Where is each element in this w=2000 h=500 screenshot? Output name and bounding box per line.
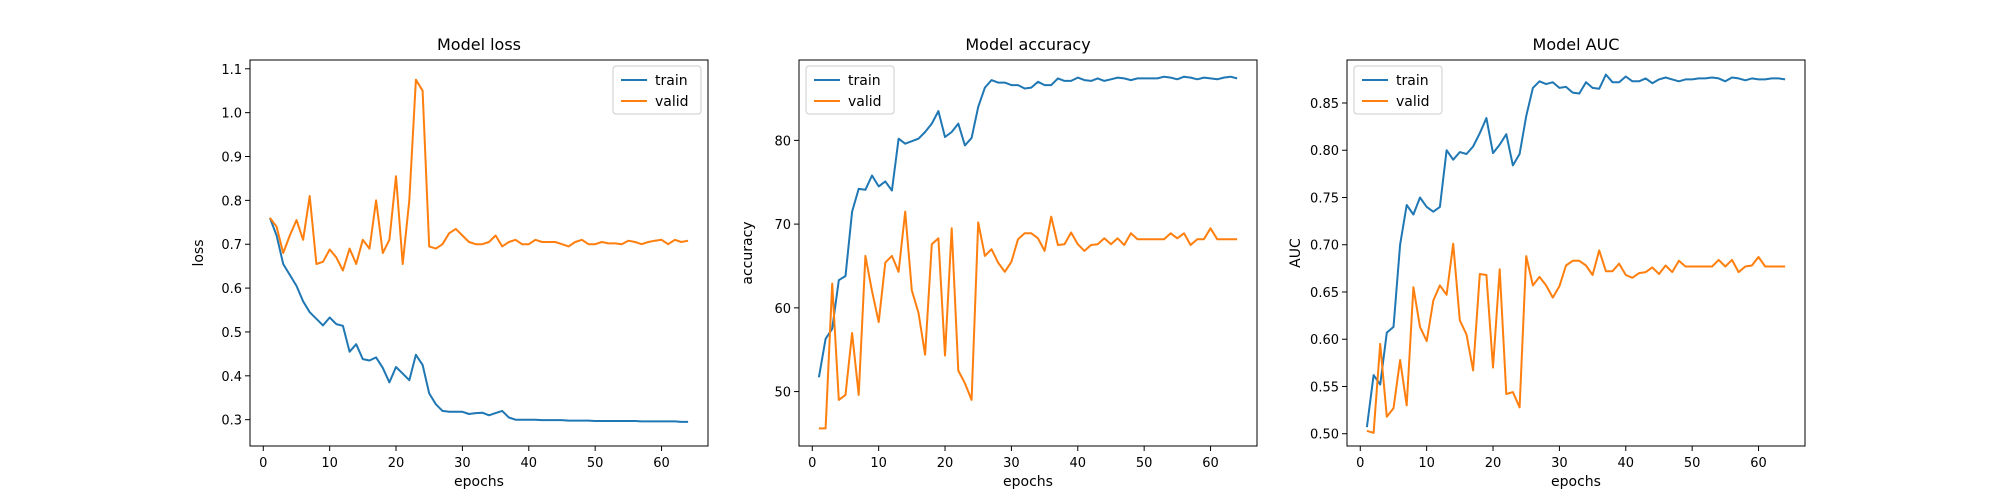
legend-label-train: train (1396, 73, 1429, 89)
x-tick-label: 10 (321, 456, 338, 471)
x-tick-label: 40 (521, 456, 538, 471)
y-tick-label: 1.1 (221, 63, 242, 78)
series-line-train (1365, 73, 1786, 428)
chart-title: Model AUC (1533, 35, 1620, 54)
x-tick-label: 0 (259, 456, 267, 471)
y-tick-label: 60 (774, 302, 791, 317)
plot-frame (249, 59, 709, 447)
x-tick-label: 50 (1136, 456, 1153, 471)
y-tick-label: 50 (774, 386, 791, 401)
x-tick-label: 60 (1750, 456, 1767, 471)
series-line-valid (818, 210, 1238, 430)
x-tick-label: 40 (1070, 456, 1087, 471)
legend: train valid (805, 65, 895, 115)
y-tick-label: 0.8 (221, 194, 242, 209)
x-tick-label: 50 (1684, 456, 1701, 471)
plot-frame (798, 59, 1258, 447)
x-tick-label: 10 (870, 456, 887, 471)
y-tick-label: 0.80 (1310, 144, 1339, 159)
y-tick-label: 1.0 (221, 107, 242, 122)
legend-label-train: train (655, 73, 688, 89)
y-tick-label: 0.7 (221, 238, 242, 253)
series-line-valid (269, 78, 689, 272)
y-tick-label: 0.3 (221, 414, 242, 429)
series-line-train (268, 217, 689, 423)
y-tick-label: 0.4 (221, 370, 242, 385)
x-tick-label: 0 (808, 456, 816, 471)
y-tick-label: 0.70 (1310, 239, 1339, 254)
chart-panel-2: Model accuracy 0 10 20 30 40 50 60 50 60 70 80 epoch… (740, 35, 1258, 490)
chart-panel-3: Model AUC 0 10 20 30 40 50 60 0.50 0.55 0.60 0.65 0.… (1288, 35, 1806, 490)
y-axis-label: accuracy (740, 221, 756, 284)
legend: train valid (612, 65, 702, 115)
y-tick-label: 0.6 (221, 282, 242, 297)
x-tick-label: 30 (1551, 456, 1568, 471)
y-tick-label: 0.60 (1310, 333, 1339, 348)
x-axis-label: epochs (454, 474, 504, 490)
x-tick-label: 20 (937, 456, 954, 471)
y-tick-label: 0.75 (1310, 191, 1339, 206)
y-tick-label: 70 (774, 218, 791, 233)
series-line-train (817, 75, 1238, 378)
x-tick-label: 40 (1618, 456, 1635, 471)
x-tick-label: 0 (1356, 456, 1364, 471)
chart-panel-1: Model loss 0 10 20 30 40 50 60 0.3 0.4 0.5 0.6 0.7 0.… (191, 35, 709, 490)
y-tick-label: 0.55 (1310, 380, 1339, 395)
x-axis-label: epochs (1551, 474, 1601, 490)
y-axis-label: AUC (1288, 238, 1304, 268)
y-tick-label: 0.9 (221, 151, 242, 166)
legend-label-train: train (848, 73, 881, 89)
chart-title: Model accuracy (965, 35, 1090, 54)
y-axis-label: loss (191, 239, 207, 266)
x-tick-label: 20 (388, 456, 405, 471)
y-tick-label: 0.5 (221, 326, 242, 341)
x-tick-label: 60 (653, 456, 670, 471)
x-tick-label: 30 (1003, 456, 1020, 471)
y-tick-label: 0.85 (1310, 97, 1339, 112)
x-tick-label: 30 (454, 456, 471, 471)
y-tick-label: 80 (774, 134, 791, 149)
legend-label-valid: valid (1396, 94, 1430, 110)
x-tick-label: 10 (1418, 456, 1435, 471)
chart-title: Model loss (437, 35, 521, 54)
legend-label-valid: valid (655, 94, 689, 110)
x-tick-label: 20 (1485, 456, 1502, 471)
x-tick-label: 60 (1202, 456, 1219, 471)
legend: train valid (1353, 65, 1443, 115)
y-tick-label: 0.65 (1310, 286, 1339, 301)
x-tick-label: 50 (587, 456, 604, 471)
series-line-valid (1366, 242, 1786, 434)
y-tick-label: 0.50 (1310, 428, 1339, 443)
legend-label-valid: valid (848, 94, 882, 110)
plot-frame (1346, 59, 1806, 447)
x-axis-label: epochs (1003, 474, 1053, 490)
